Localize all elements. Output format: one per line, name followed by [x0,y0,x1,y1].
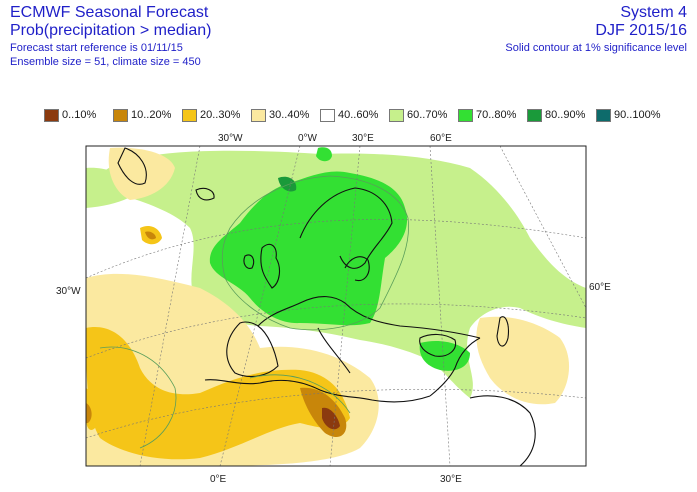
legend-label: 20..30% [200,109,241,121]
legend-label: 70..80% [476,109,517,121]
legend-item: 20..30% [182,108,251,122]
coast-europe-north [257,296,481,339]
legend-label: 0..10% [62,109,97,121]
legend-swatch [113,108,128,122]
legend-label: 80..90% [545,109,586,121]
legend-item: 10..20% [113,108,182,122]
legend-label: 30..40% [269,109,310,121]
region-10-20-west [86,403,92,423]
coast-iceland [195,187,215,201]
probability-legend: 0..10% 10..20% 20..30% 30..40% 40..60% 60..70… [44,107,665,123]
coast-black-sea [419,333,457,357]
map-subtitle: Prob(precipitation > median) [10,22,212,39]
region-30-40-atlantic-north [108,147,175,200]
legend-swatch [182,108,197,122]
legend-item: 60..70% [389,108,458,122]
legend-item: 40..60% [320,108,389,122]
lat-label-right: 60°E [589,282,611,293]
legend-swatch [251,108,266,122]
legend-swatch [527,108,542,122]
coast-italy [317,327,351,374]
legend-label: 40..60% [338,109,379,121]
coast-scandinavia [299,187,393,269]
significance-contours [99,175,409,449]
coast-arabia [469,395,536,466]
coast-baltic [344,256,370,282]
map-title: ECMWF Seasonal Forecast [10,4,209,21]
graticule [86,146,586,466]
coast-greenland [117,147,147,185]
coast-north-africa [204,379,431,403]
legend-swatch [596,108,611,122]
region-20-30-africa [86,327,350,460]
region-0-10-libya [322,407,340,430]
legend-label: 10..20% [131,109,172,121]
probability-map: 30°W 0°W 30°E 60°E 0°E 30°E 30°W 60°E [56,133,611,485]
legend-item: 30..40% [251,108,320,122]
lon-label-30w-top: 30°W [218,133,243,144]
coast-mediterranean-east [429,337,481,397]
coast-uk [260,243,281,289]
lon-label-30e-top: 30°E [352,133,374,144]
season-label: DJF 2015/16 [595,22,687,39]
coast-caspian [496,316,509,347]
lon-label-30e-bottom: 30°E [440,474,462,485]
forecast-start-text: Forecast start reference is 01/11/15 [10,42,183,54]
legend-item: 80..90% [527,108,596,122]
region-70-80-scandinavia [209,171,408,326]
coastlines [117,147,536,466]
region-70-80-north [316,147,332,162]
legend-item: 90..100% [596,108,665,122]
region-30-40-mideast [476,316,570,405]
legend-label: 60..70% [407,109,448,121]
system-label: System 4 [620,4,687,21]
legend-item: 0..10% [44,108,113,122]
legend-swatch [389,108,404,122]
legend-swatch [320,108,335,122]
coast-ireland [243,254,255,269]
significance-note: Solid contour at 1% significance level [505,42,687,54]
coast-iberia [226,321,279,378]
lon-label-0w-top: 0°W [298,133,318,144]
ensemble-size-text: Ensemble size = 51, climate size = 450 [10,56,201,68]
region-80-90 [278,176,297,192]
lon-label-60e-top: 60°E [430,133,452,144]
legend-item: 70..80% [458,108,527,122]
legend-swatch [458,108,473,122]
legend-swatch [44,108,59,122]
region-10-20-atlantic [145,231,156,240]
legend-label: 90..100% [614,109,661,121]
lon-label-0e-bottom: 0°E [210,474,227,485]
lat-label-left: 30°W [56,286,81,297]
